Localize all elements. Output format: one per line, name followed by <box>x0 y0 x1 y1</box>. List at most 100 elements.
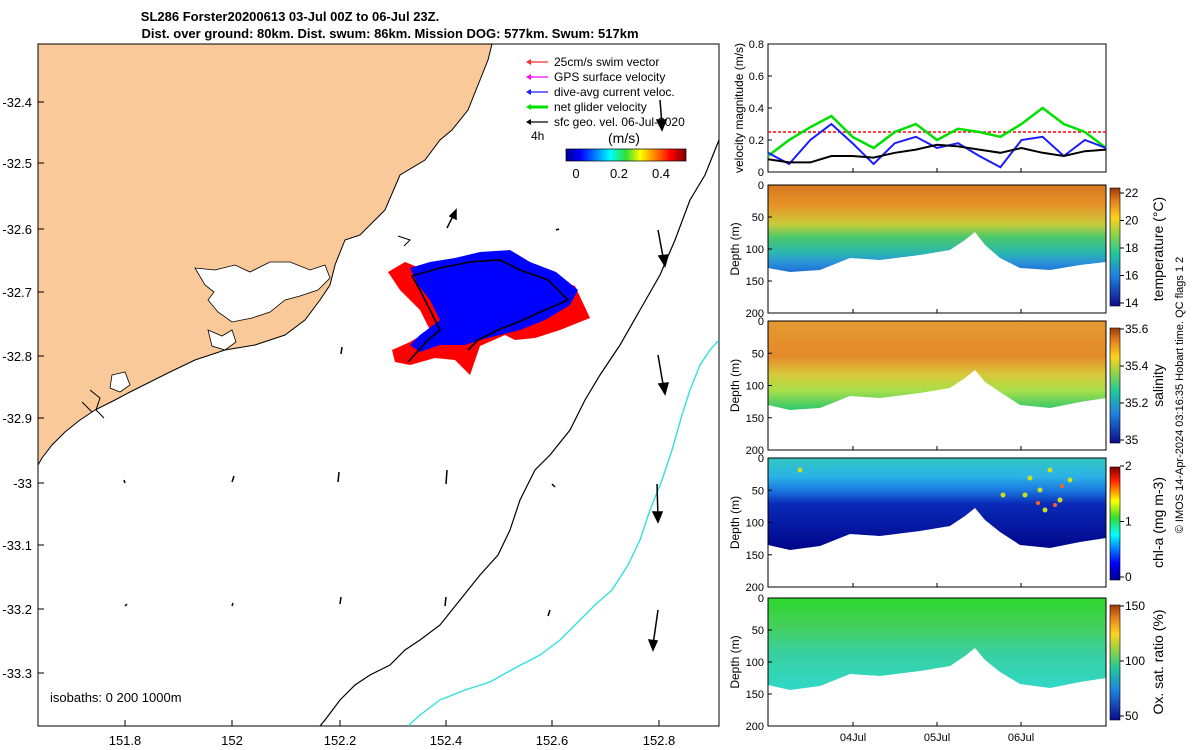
salinity-section <box>768 321 1106 410</box>
velocity-ytick-label: 0.2 <box>749 135 764 147</box>
velocity-ytick-label: 0.6 <box>749 71 764 83</box>
colorbar-tick-label: 2 <box>1125 459 1132 473</box>
chart-title-line1: SL286 Forster20200613 03-Jul 00Z to 06-J… <box>140 9 440 24</box>
lat-tick-label: -32.6 <box>2 222 32 237</box>
colorbar-label: (m/s) <box>608 130 640 146</box>
colorbar-tick-label: 35.2 <box>1125 396 1149 410</box>
time-axis: 04Jul 05Jul 06Jul <box>840 168 1034 744</box>
temperature-section <box>768 185 1106 272</box>
lon-tick-label: 152.4 <box>430 733 463 748</box>
footer-note: © IMOS 14-Apr-2024 03:16:35 Hobart time.… <box>1174 257 1186 534</box>
depth-tick-label: 0 <box>758 316 764 328</box>
colorbar-tick-label: 1 <box>1125 515 1132 529</box>
depth-tick-label: 100 <box>746 657 764 669</box>
temperature-colorbar <box>1109 187 1121 307</box>
depth-ylabel: Depth (m) <box>728 359 742 412</box>
velocity-ylabel: velocity magnitude (m/s) <box>732 43 746 173</box>
chla-section <box>768 458 1106 550</box>
depth-ylabel: Depth (m) <box>728 496 742 549</box>
colorbar-tick-label: 18 <box>1125 241 1139 255</box>
glider-track <box>407 259 570 363</box>
lat-tick-label: -32.7 <box>2 285 32 300</box>
legend-arrowhead <box>526 119 531 125</box>
velocity-series-line <box>767 143 1107 164</box>
depth-tick-label: 200 <box>746 308 764 320</box>
time-tick-label: 05Jul <box>924 732 950 744</box>
coast-detail <box>81 235 411 419</box>
legend-label: sfc geo. vel. 06-Jul-2020 <box>554 115 685 129</box>
lake <box>207 329 237 351</box>
salinity-frame <box>767 320 1107 451</box>
lake <box>194 261 331 323</box>
depth-tick-label: 0 <box>758 180 764 192</box>
depth-tick-label: 150 <box>746 276 764 288</box>
depth-ylabel: Depth (m) <box>728 222 742 275</box>
isobath-200m <box>319 139 719 726</box>
velocity-y-axis: 0 0.2 0.4 0.6 0.8 <box>749 39 772 179</box>
oxygen-colorbar <box>1109 604 1121 721</box>
velocity-series-line <box>767 122 1107 169</box>
depth-tick-label: 200 <box>746 445 764 457</box>
depth-tick-label: 50 <box>752 625 764 637</box>
depth-tick-label: 0 <box>758 453 764 465</box>
colorbar-label: chl-a (mg m-3) <box>1150 477 1166 568</box>
lat-tick-label: -32.5 <box>2 156 32 171</box>
lat-axis: -32.4 -32.5 -32.6 -32.7 -32.8 -32.9 -33 -33.1 -3… <box>2 95 44 681</box>
velocity-ytick-label: 0.8 <box>749 39 764 51</box>
lat-tick-label: -33 <box>13 476 32 491</box>
legend-label: 25cm/s swim vector <box>554 55 659 69</box>
depth-tick-label: 100 <box>746 244 764 256</box>
colorbar-tick-label: 20 <box>1125 214 1139 228</box>
colorbar-label: salinity <box>1150 364 1166 407</box>
colorbar-tick: 0.2 <box>610 166 628 181</box>
depth-tick-label: 100 <box>746 381 764 393</box>
speed-colorbar <box>565 148 687 162</box>
depth-tick-label: 200 <box>746 582 764 594</box>
lat-tick-label: -33.1 <box>2 538 32 553</box>
lon-tick-label: 152.6 <box>536 733 569 748</box>
lat-tick-label: -32.4 <box>2 95 32 110</box>
depth-tick-label: 0 <box>758 593 764 605</box>
legend-arrowhead <box>526 104 531 110</box>
depth-tick-label: 150 <box>746 689 764 701</box>
depth-tick-label: 150 <box>746 550 764 562</box>
time-tick-label: 06Jul <box>1008 732 1034 744</box>
lon-tick-label: 151.8 <box>109 733 142 748</box>
colorbar-tick-label: 14 <box>1125 296 1139 310</box>
legend-arrowhead <box>526 74 531 80</box>
colorbar-tick: 0.4 <box>652 166 670 181</box>
velocity-ytick-label: 0.4 <box>749 103 764 115</box>
isobath-1000m <box>407 339 719 726</box>
colorbar-tick-label: 16 <box>1125 269 1139 283</box>
lat-tick-label: -33.3 <box>2 666 32 681</box>
lon-tick-label: 152.8 <box>643 733 676 748</box>
oxygen-frame <box>767 597 1107 727</box>
chla-frame <box>767 457 1107 588</box>
lon-axis: 151.8 152 152.2 152.4 152.6 152.8 <box>109 720 676 748</box>
chart-title-line2: Dist. over ground: 80km. Dist. swum: 86k… <box>141 26 639 41</box>
land-mass <box>38 44 493 467</box>
colorbar-tick-label: 100 <box>1125 654 1145 668</box>
oxygen-section <box>768 598 1106 690</box>
colorbar-tick-label: 0 <box>1125 570 1132 584</box>
temperature-frame <box>767 184 1107 314</box>
legend-label: dive-avg current veloc. <box>554 85 675 99</box>
legend-arrowhead <box>526 59 531 65</box>
depth-tick-label: 200 <box>746 721 764 733</box>
lake <box>109 371 131 393</box>
colorbar-tick-label: 150 <box>1125 599 1145 613</box>
lat-tick-label: -32.9 <box>2 411 32 426</box>
legend-label: GPS surface velocity <box>554 70 665 84</box>
legend-label: net glider velocity <box>554 100 647 114</box>
time-marker: 4h <box>531 129 544 143</box>
lon-tick-label: 152 <box>221 733 243 748</box>
colorbar-label: Ox. sat. ratio (%) <box>1150 609 1166 714</box>
time-tick-label: 04Jul <box>840 732 866 744</box>
velocity-ytick-label: 0 <box>758 167 764 179</box>
colorbar-tick-label: 35.6 <box>1125 322 1149 336</box>
lon-tick-label: 152.2 <box>324 733 357 748</box>
depth-tick-label: 100 <box>746 518 764 530</box>
